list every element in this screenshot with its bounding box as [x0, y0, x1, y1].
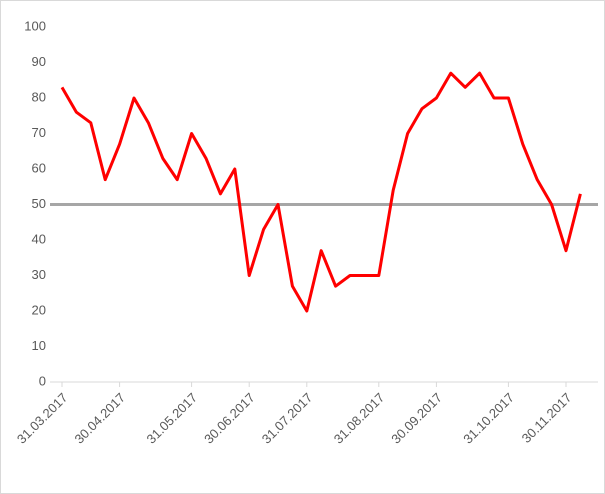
- y-tick-label: 20: [32, 302, 46, 317]
- y-tick-label: 70: [32, 125, 46, 140]
- y-tick-label: 50: [32, 196, 46, 211]
- data-line: [60, 71, 582, 313]
- y-tick-label: 60: [32, 160, 46, 175]
- y-tick-label: 0: [39, 373, 46, 388]
- y-tick-label: 100: [24, 18, 46, 33]
- y-tick-label: 10: [32, 338, 46, 353]
- y-tick-label: 30: [32, 267, 46, 282]
- y-tick-label: 80: [32, 89, 46, 104]
- y-tick-label: 40: [32, 231, 46, 246]
- y-tick-label: 90: [32, 54, 46, 69]
